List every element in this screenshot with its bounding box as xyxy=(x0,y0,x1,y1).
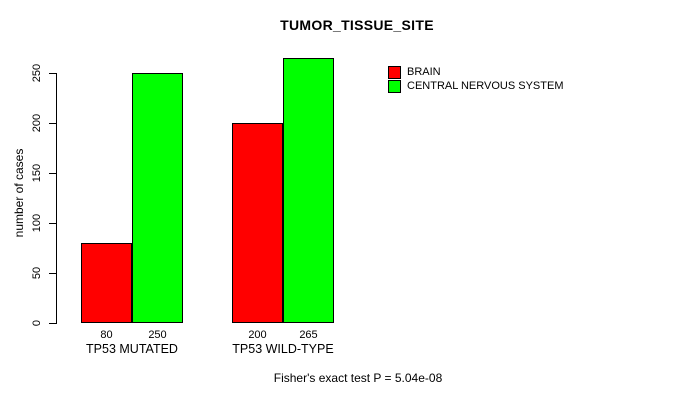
y-tick-label: 250 xyxy=(31,63,43,83)
stat-test-footer: Fisher's exact test P = 5.04e-08 xyxy=(273,371,443,385)
bar-central-nervous-system-tp53-wild-type xyxy=(283,58,334,323)
legend-item-central-nervous-system: CENTRAL NERVOUS SYSTEM xyxy=(388,79,563,93)
legend-item-brain: BRAIN xyxy=(388,65,563,79)
bar-value-label: 250 xyxy=(148,329,167,341)
bar-value-label: 200 xyxy=(248,329,267,341)
y-tick-mark xyxy=(49,73,57,74)
y-tick-mark xyxy=(49,123,57,124)
category-label-tp53-mutated: TP53 MUTATED xyxy=(86,342,178,356)
chart-title: TUMOR_TISSUE_SITE xyxy=(280,17,434,33)
y-axis-label: number of cases xyxy=(12,148,26,238)
y-axis-line xyxy=(56,73,57,324)
y-tick-label: 200 xyxy=(31,113,43,133)
y-tick-label: 150 xyxy=(31,163,43,183)
y-tick-mark xyxy=(49,173,57,174)
y-tick-mark xyxy=(49,323,57,324)
legend: BRAIN CENTRAL NERVOUS SYSTEM xyxy=(388,65,563,93)
y-tick-label: 0 xyxy=(31,319,43,327)
category-label-tp53-wild-type: TP53 WILD-TYPE xyxy=(232,342,334,356)
legend-swatch-icon xyxy=(388,79,401,93)
bar-brain-tp53-wild-type xyxy=(232,123,283,323)
y-tick-mark xyxy=(49,223,57,224)
legend-swatch-icon xyxy=(388,65,401,79)
legend-label: CENTRAL NERVOUS SYSTEM xyxy=(407,80,564,92)
bar-brain-tp53-mutated xyxy=(81,243,132,323)
y-tick-label: 100 xyxy=(31,213,43,233)
bar-value-label: 80 xyxy=(100,329,113,341)
y-tick-label: 50 xyxy=(31,266,43,280)
legend-label: BRAIN xyxy=(407,66,441,78)
bar-central-nervous-system-tp53-mutated xyxy=(132,73,183,323)
bar-value-label: 265 xyxy=(299,329,318,341)
y-tick-mark xyxy=(49,273,57,274)
